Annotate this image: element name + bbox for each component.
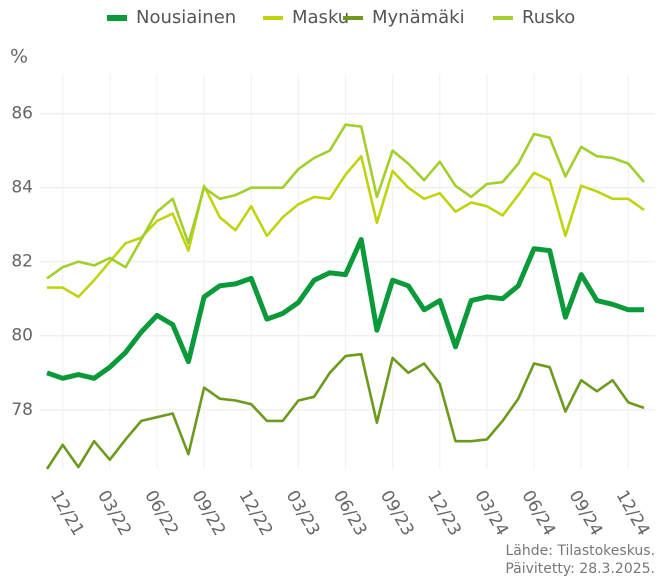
y-tick-label: 78 [11,400,33,420]
updated-note: Päivitetty: 28.3.2025. [505,561,655,577]
x-tick-label: 06/23 [329,487,371,539]
legend-label: Masku [292,7,349,28]
x-tick-label: 12/22 [235,487,277,539]
y-axis-label: % [10,46,28,68]
x-tick-label: 09/24 [564,487,606,539]
grid [40,74,655,469]
x-tick-label: 12/23 [423,487,465,539]
y-tick-label: 86 [11,104,33,124]
x-tick-label: 03/23 [282,487,324,539]
series-line [46,237,644,381]
x-tick-label: 06/22 [140,487,182,539]
x-tick-label: 12/21 [46,487,88,539]
source-note: Lähde: Tilastokeskus. [505,543,655,559]
x-tick-label: 09/23 [376,487,418,539]
y-tick-label: 84 [11,178,33,198]
series-line [45,352,645,470]
legend-label: Rusko [522,7,575,28]
y-tick-label: 82 [11,252,33,272]
x-tick-label: 03/24 [470,487,512,539]
legend-label: Mynämäki [372,7,465,28]
x-tick-label: 12/24 [612,487,654,539]
x-tick-label: 09/22 [187,487,229,539]
y-tick-label: 80 [11,326,33,346]
x-tick-label: 06/24 [517,487,559,539]
legend-label: Nousiainen [136,7,236,28]
series-line [46,123,645,280]
x-tick-label: 03/22 [93,487,135,539]
